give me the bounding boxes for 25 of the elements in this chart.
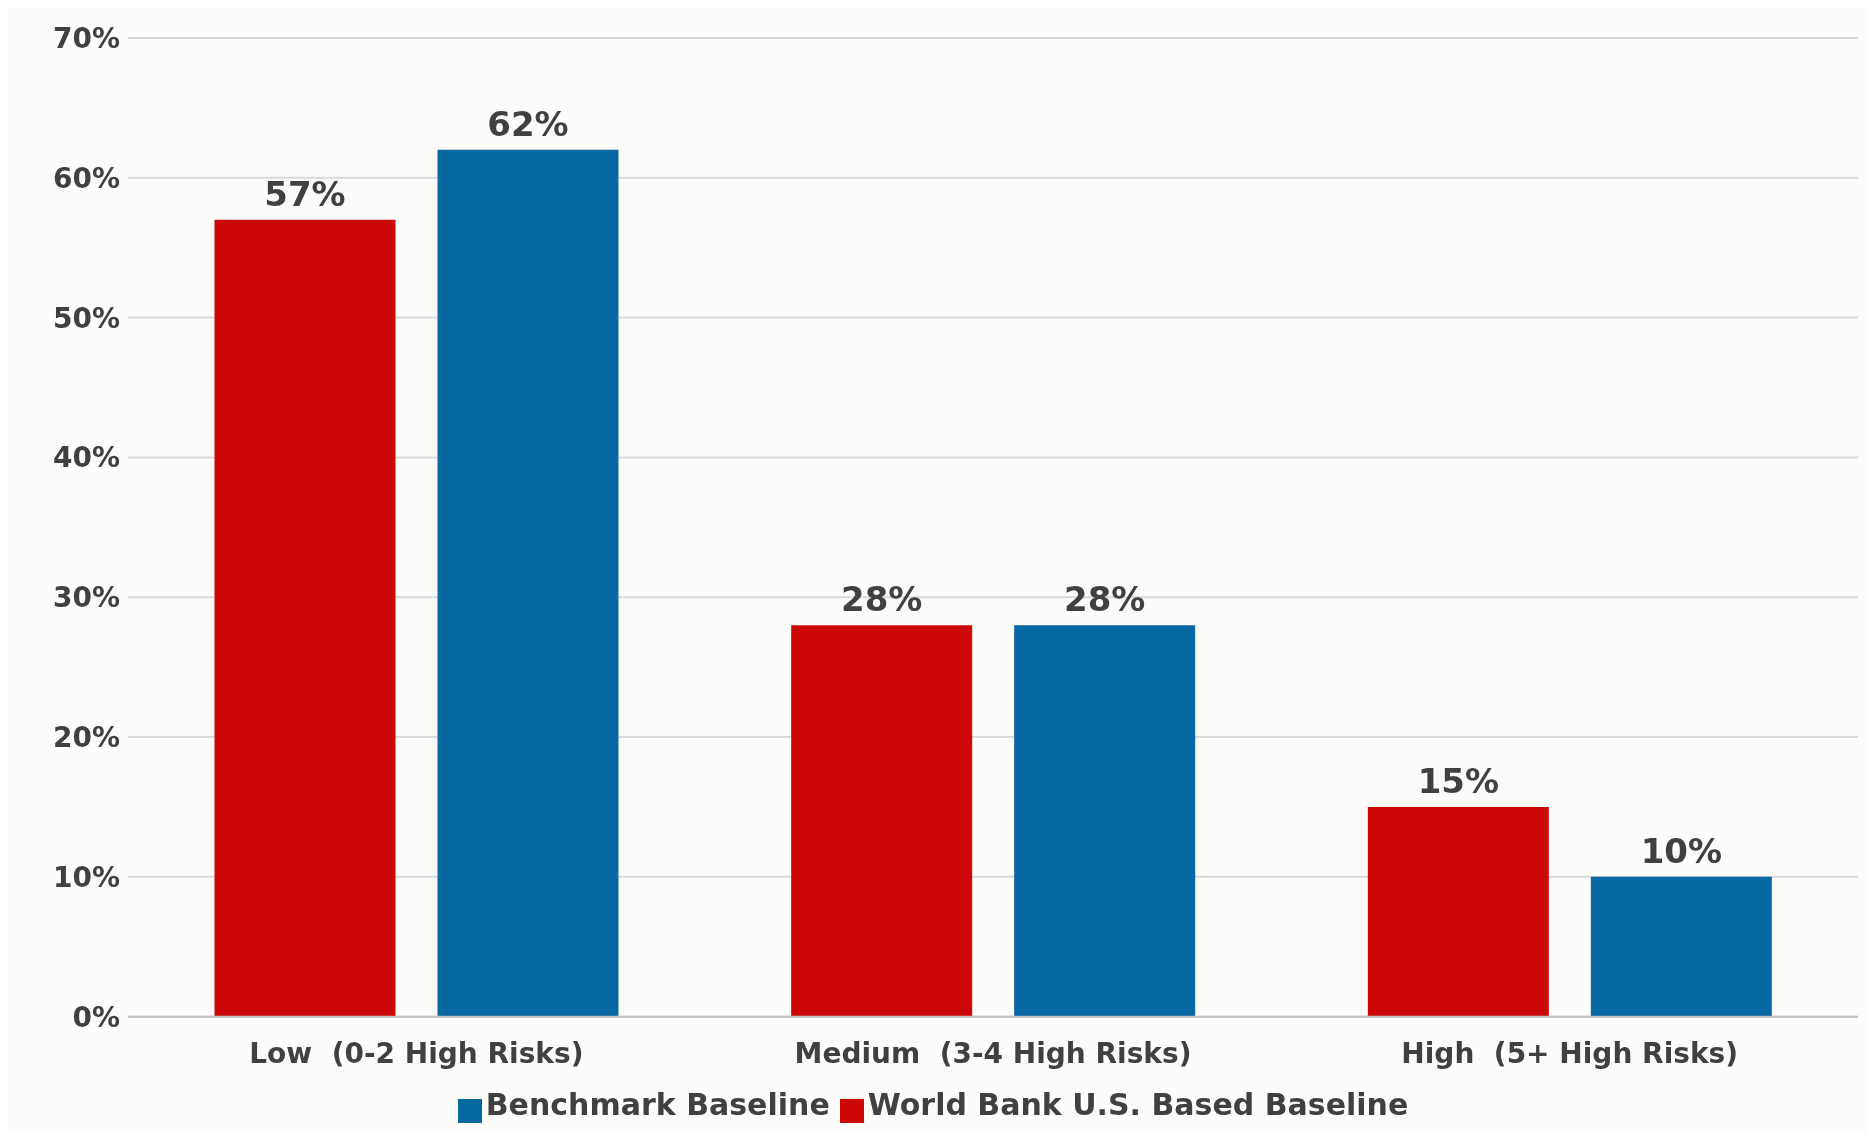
- y-tick-label: 30%: [52, 581, 120, 615]
- data-label: 62%: [487, 103, 569, 144]
- data-label: 15%: [1417, 760, 1500, 801]
- data-label: 28%: [840, 579, 923, 620]
- y-tick-label: 0%: [72, 1000, 120, 1034]
- data-label: 10%: [1640, 830, 1723, 871]
- y-tick-label: 40%: [52, 441, 120, 475]
- x-tick-label: Low (0-2 High Risks): [249, 1036, 584, 1070]
- y-tick-label: 60%: [52, 161, 120, 195]
- data-label: 57%: [264, 173, 346, 214]
- bar: [214, 219, 396, 1017]
- bar: [1367, 806, 1549, 1017]
- bar: [1590, 876, 1772, 1017]
- y-tick-label: 70%: [52, 21, 120, 55]
- legend-label: Benchmark Baseline: [485, 1086, 830, 1122]
- y-tick-label: 10%: [52, 860, 120, 894]
- x-tick-label: Medium (3-4 High Risks): [794, 1036, 1192, 1070]
- bar: [1014, 625, 1196, 1017]
- y-tick-label: 20%: [52, 720, 120, 754]
- y-tick-label: 50%: [52, 301, 120, 335]
- bar: [437, 149, 619, 1017]
- legend-label: World Bank U.S. Based Baseline: [867, 1086, 1409, 1122]
- bar: [791, 625, 973, 1017]
- data-label: 28%: [1063, 579, 1146, 620]
- x-tick-label: High (5+ High Risks): [1401, 1036, 1738, 1070]
